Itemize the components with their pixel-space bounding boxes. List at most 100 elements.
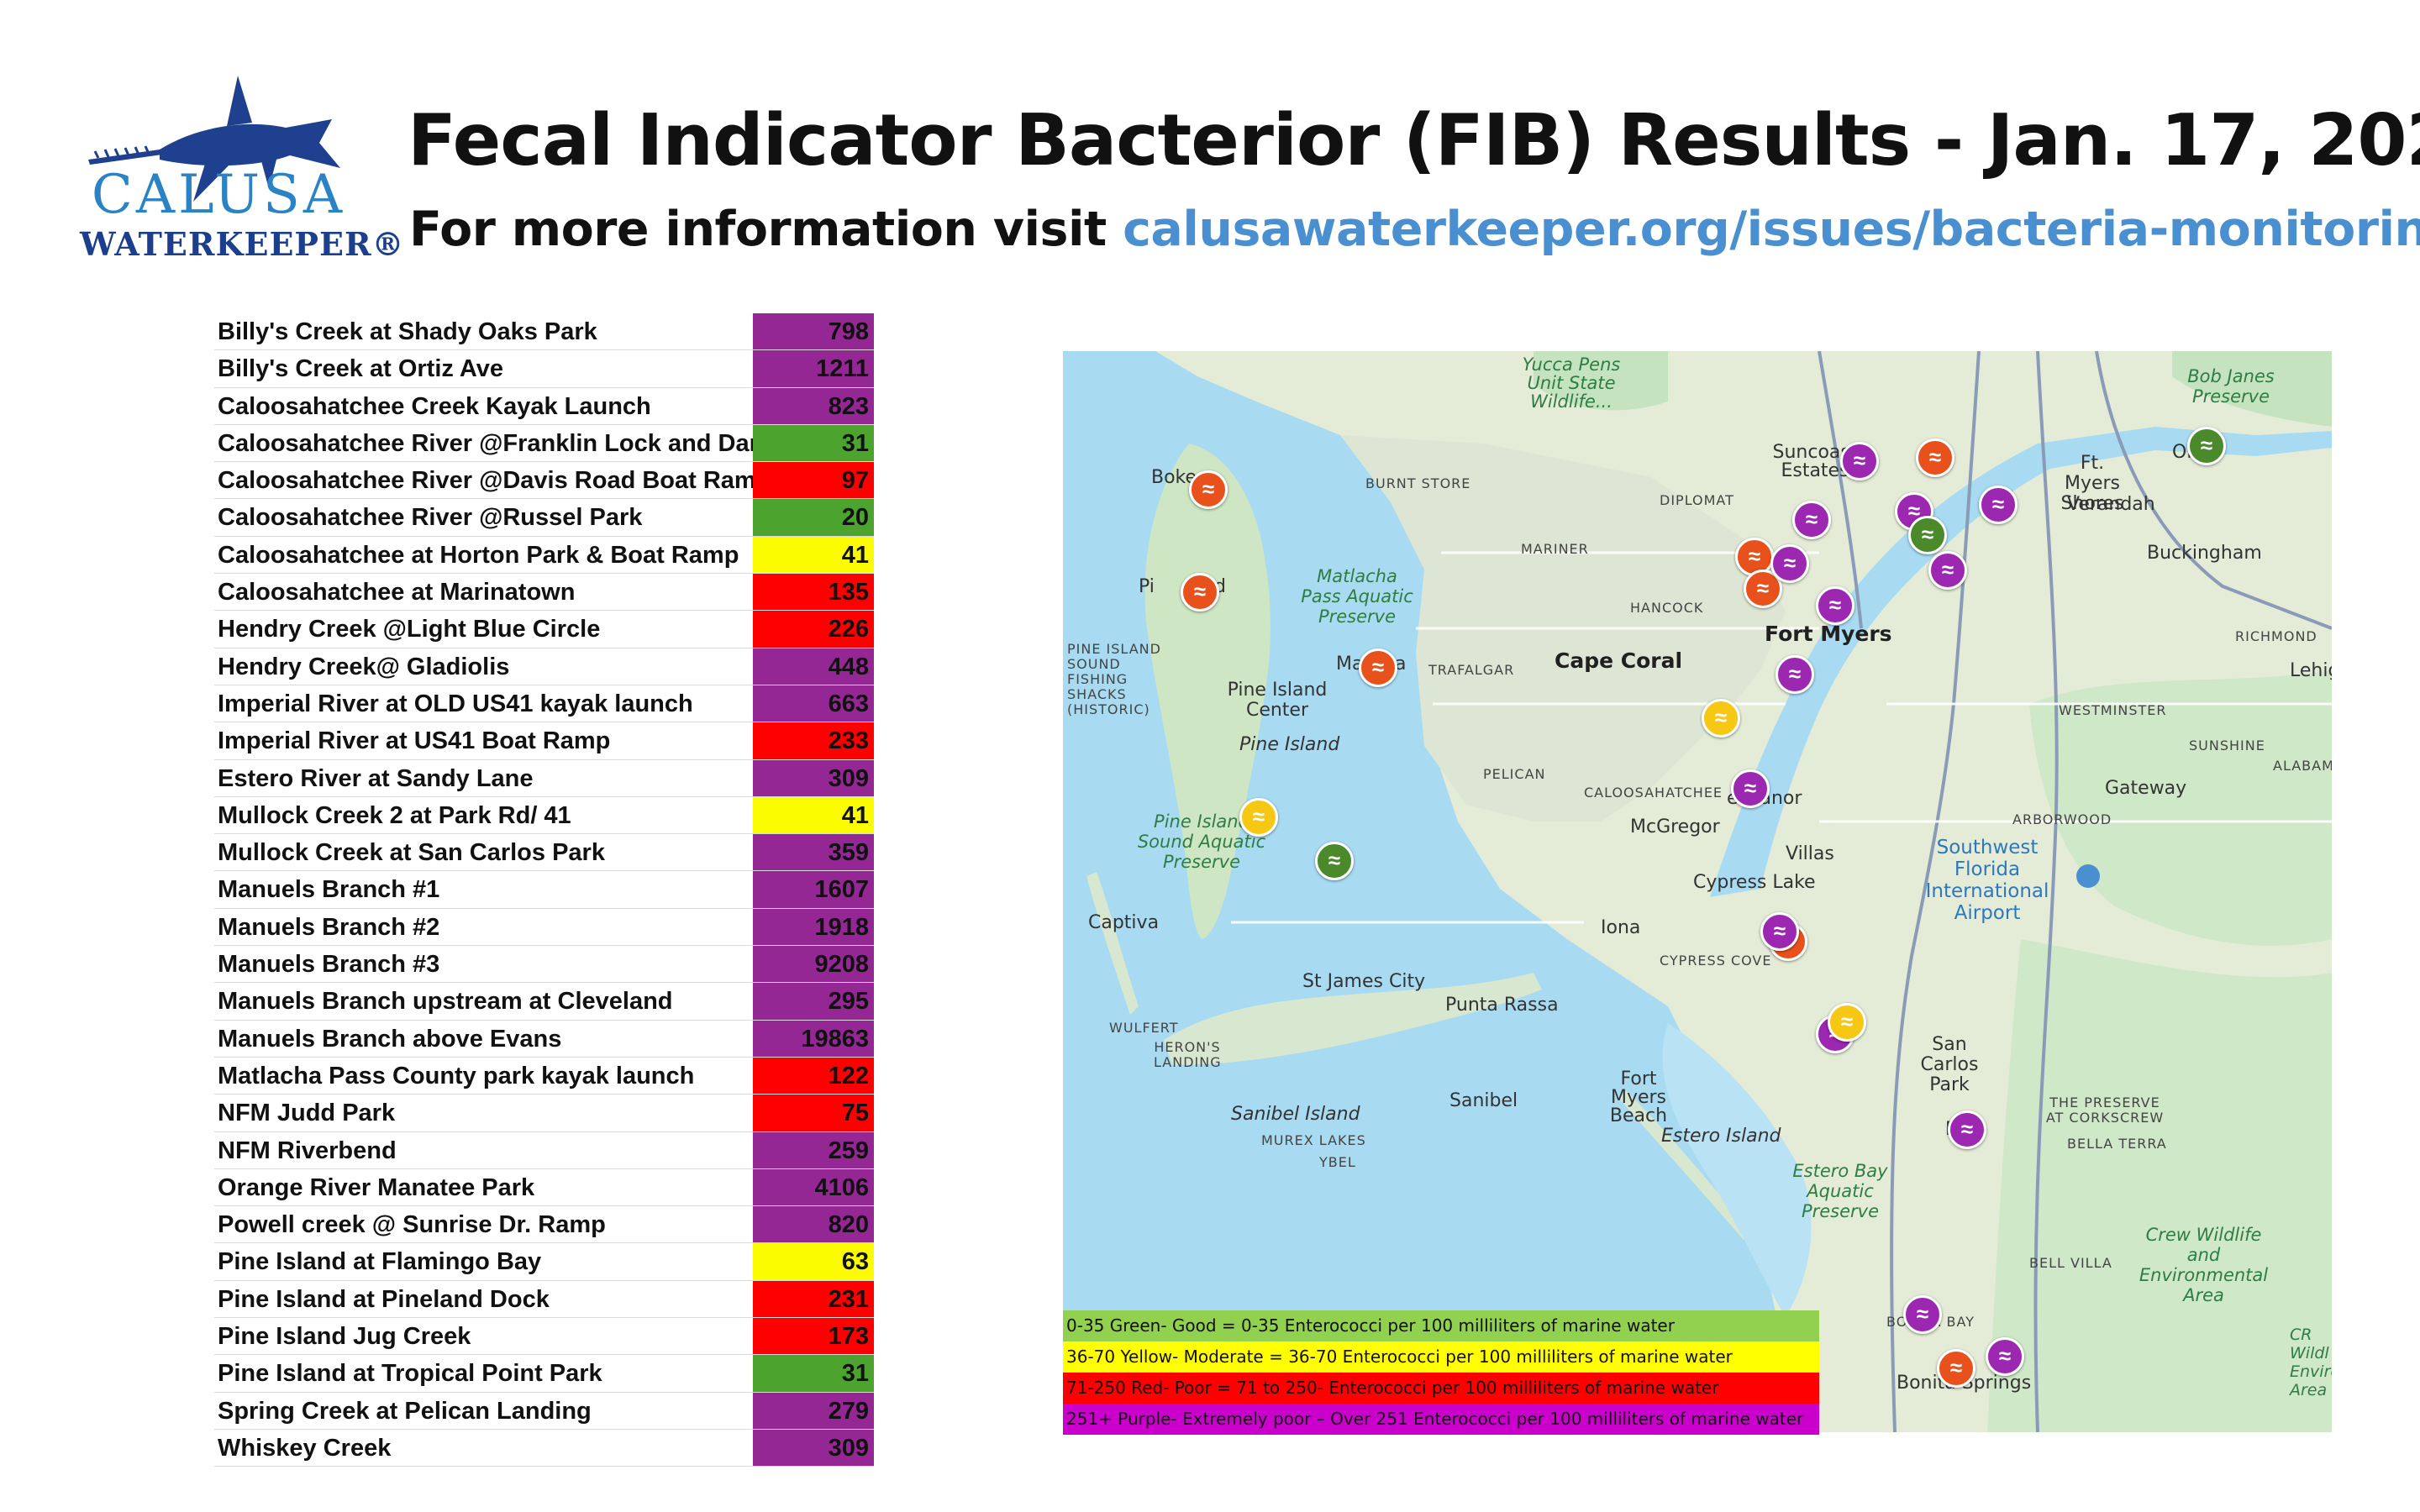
site-marker-purple[interactable] xyxy=(1840,442,1879,480)
site-value: 233 xyxy=(752,722,874,759)
site-marker-green[interactable] xyxy=(1908,516,1947,554)
map-label: Yucca Pens Unit State Wildlife... xyxy=(1522,354,1621,412)
table-row: Matlacha Pass County park kayak launch 12… xyxy=(214,1057,874,1095)
site-marker-purple[interactable] xyxy=(1776,655,1814,694)
table-row: Manuels Branch above Evans 19863 xyxy=(214,1020,874,1058)
map-label: a xyxy=(1395,654,1407,675)
site-name: Pine Island at Pineland Dock xyxy=(218,1285,550,1313)
map-label: PINE ISLAND SOUND FISHING SHACKS (HISTOR… xyxy=(1067,641,1161,717)
table-row: Caloosahatchee River @Davis Road Boat Ra… xyxy=(214,462,874,500)
site-name: Caloosahatchee River @Davis Road Boat Ra… xyxy=(218,467,753,495)
table-row: Pine Island Jug Creek 173 xyxy=(214,1318,874,1356)
site-value: 135 xyxy=(752,574,874,611)
table-row: Caloosahatchee River @Franklin Lock and … xyxy=(214,424,874,463)
site-marker-green[interactable] xyxy=(2187,427,2226,465)
legend-item: 0-35 Green- Good = 0-35 Enterococci per … xyxy=(1063,1310,1819,1341)
info-link[interactable]: calusawaterkeeper.org/issues/bacteria-mo… xyxy=(1123,202,2420,257)
site-marker-purple[interactable] xyxy=(1903,1295,1942,1334)
site-name: NFM Riverbend xyxy=(218,1137,397,1164)
site-marker-green[interactable] xyxy=(1315,842,1354,880)
site-marker-purple[interactable] xyxy=(1986,1337,2024,1376)
map-label: MARINER xyxy=(1521,541,1589,557)
map-label: Verandah xyxy=(2067,494,2155,515)
site-marker-purple[interactable] xyxy=(1979,486,2018,524)
map-label: WESTMINSTER xyxy=(2059,702,2167,718)
site-value: 1918 xyxy=(752,908,874,946)
map-label: Estero Island xyxy=(1661,1126,1781,1147)
site-value: 295 xyxy=(752,983,874,1020)
site-name: Manuels Branch upstream at Cleveland xyxy=(218,988,673,1016)
table-row: Manuels Branch #3 9208 xyxy=(214,946,874,984)
map-label: Sanibel xyxy=(1449,1090,1518,1111)
site-value: 75 xyxy=(752,1095,874,1131)
site-marker-purple[interactable] xyxy=(1731,769,1770,808)
table-row: Hendry Creek@ Gladiolis 448 xyxy=(214,648,874,685)
map-label: BURNT STORE xyxy=(1365,475,1471,491)
site-value: 823 xyxy=(752,387,874,424)
site-marker-purple[interactable] xyxy=(1928,551,1967,590)
map-label: Fort Myers Beach xyxy=(1609,1068,1668,1126)
site-name: Billy's Creek at Ortiz Ave xyxy=(218,355,503,383)
map-label: Pine Island Sound Aquatic Preserve xyxy=(1137,811,1266,872)
map-label: San Carlos Park xyxy=(1920,1034,1979,1095)
logo-subtitle: WATERKEEPER® xyxy=(80,225,405,263)
map-label: Lehig xyxy=(2290,660,2332,681)
map[interactable]: Yucca Pens Unit State Wildlife... Bob Ja… xyxy=(1063,351,2332,1432)
table-row: Estero River at Sandy Lane 309 xyxy=(214,759,874,797)
table-row: Imperial River at US41 Boat Ramp 233 xyxy=(214,722,874,760)
sawfish-icon xyxy=(88,76,340,202)
site-name: Manuels Branch #3 xyxy=(218,951,440,979)
site-name: Caloosahatchee Creek Kayak Launch xyxy=(218,392,651,420)
map-label: Villas xyxy=(1786,843,1834,864)
table-row: Billy's Creek at Shady Oaks Park 798 xyxy=(214,313,874,351)
site-name: Pine Island at Tropical Point Park xyxy=(218,1360,602,1388)
site-value: 4106 xyxy=(752,1168,874,1206)
site-marker-purple[interactable] xyxy=(1948,1110,1986,1149)
site-name: Caloosahatchee at Marinatown xyxy=(218,579,576,606)
map-label: TRAFALGAR xyxy=(1428,662,1515,678)
site-marker-orange[interactable] xyxy=(1359,648,1397,687)
site-marker-yellow[interactable] xyxy=(1239,798,1278,837)
site-marker-purple[interactable] xyxy=(1816,586,1854,625)
site-marker-yellow[interactable] xyxy=(1702,699,1740,738)
map-label: THE PRESERVE AT CORKSCREW xyxy=(2045,1095,2165,1126)
site-value: 226 xyxy=(752,611,874,648)
map-label: CR Wildl Enviro Area xyxy=(2290,1326,2332,1399)
table-row: Hendry Creek @Light Blue Circle 226 xyxy=(214,611,874,648)
site-value: 279 xyxy=(752,1392,874,1429)
site-marker-orange[interactable] xyxy=(1735,538,1774,576)
site-marker-purple[interactable] xyxy=(1770,544,1809,583)
site-value: 820 xyxy=(752,1206,874,1243)
site-value: 122 xyxy=(752,1057,874,1095)
site-value: 798 xyxy=(752,313,874,350)
site-name: Mullock Creek 2 at Park Rd/ 41 xyxy=(218,801,571,829)
map-label: Punta Rassa xyxy=(1445,995,1559,1016)
site-name: Caloosahatchee at Horton Park & Boat Ram… xyxy=(218,541,739,569)
site-name: Pine Island at Flamingo Bay xyxy=(218,1248,542,1276)
site-marker-orange[interactable] xyxy=(1181,573,1219,612)
map-label: Fort Myers xyxy=(1765,622,1892,646)
map-label: ALABAMA xyxy=(2273,758,2332,774)
results-table: Billy's Creek at Shady Oaks Park 798 Billy… xyxy=(214,313,874,1467)
site-marker-orange[interactable] xyxy=(1937,1349,1975,1388)
table-row: Caloosahatchee at Marinatown 135 xyxy=(214,574,874,612)
site-marker-orange[interactable] xyxy=(1916,438,1954,477)
table-row: Billy's Creek at Ortiz Ave 1211 xyxy=(214,350,874,388)
site-name: Matlacha Pass County park kayak launch xyxy=(218,1062,695,1089)
site-marker-purple[interactable] xyxy=(1760,912,1799,951)
table-row: Imperial River at OLD US41 kayak launch 6… xyxy=(214,685,874,723)
site-name: Mullock Creek at San Carlos Park xyxy=(218,839,605,867)
site-value: 31 xyxy=(752,1355,874,1392)
site-name: Powell creek @ Sunrise Dr. Ramp xyxy=(218,1211,606,1239)
table-row: Whiskey Creek 309 xyxy=(214,1429,874,1467)
site-marker-yellow[interactable] xyxy=(1828,1003,1866,1042)
site-marker-purple[interactable] xyxy=(1792,501,1831,539)
table-row: Spring Creek at Pelican Landing 279 xyxy=(214,1392,874,1430)
site-value: 41 xyxy=(752,536,874,574)
site-marker-orange[interactable] xyxy=(1189,470,1228,509)
site-value: 309 xyxy=(752,1429,874,1467)
map-label: BELL VILLA xyxy=(2029,1255,2112,1271)
site-value: 41 xyxy=(752,796,874,834)
map-label: ARBORWOOD xyxy=(2012,811,2112,827)
table-row: Manuels Branch #1 1607 xyxy=(214,871,874,909)
